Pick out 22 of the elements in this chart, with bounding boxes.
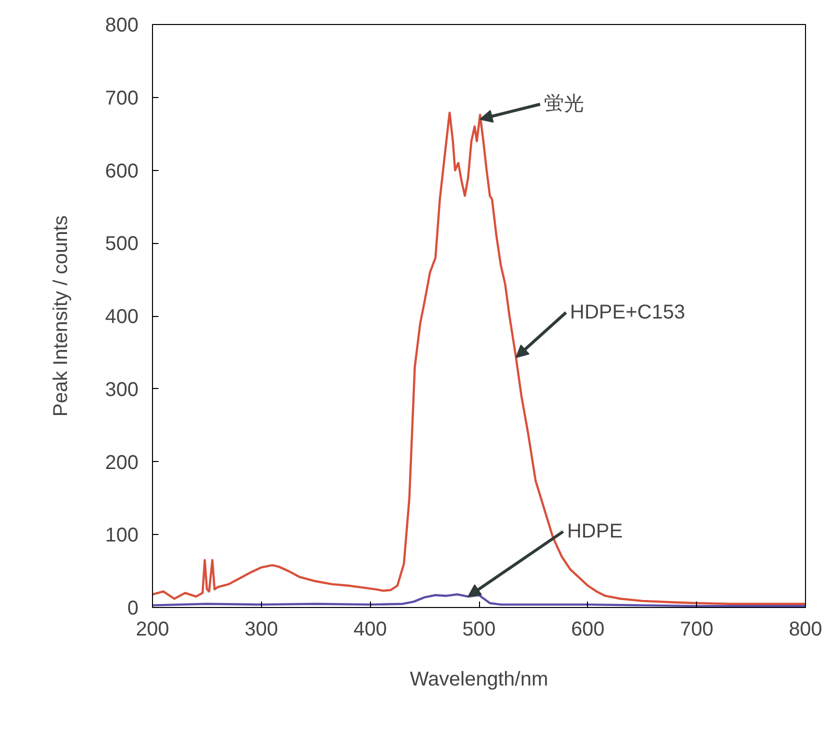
y-tick-label: 400 <box>105 306 139 328</box>
y-axis-title: Peak Intensity / counts <box>50 215 72 417</box>
x-tick-label: 500 <box>462 618 496 640</box>
y-tick-label: 800 <box>105 14 139 36</box>
y-tick-label: 700 <box>105 87 139 110</box>
annotation: 蛍光 <box>544 93 584 116</box>
annotation: HDPE <box>567 520 623 543</box>
y-tick-label: 300 <box>105 378 139 401</box>
x-tick-label: 700 <box>680 618 714 640</box>
y-tick-label: 500 <box>105 233 139 256</box>
x-tick-label: 300 <box>244 618 278 640</box>
y-tick-label: 0 <box>127 598 138 620</box>
x-tick-label: 600 <box>571 618 605 640</box>
y-tick-label: 200 <box>105 452 139 474</box>
y-tick-label: 600 <box>105 160 139 182</box>
x-tick-label: 800 <box>788 618 822 640</box>
x-tick-label: 400 <box>353 618 387 640</box>
x-axis-title: Wavelength/nm <box>410 668 548 690</box>
annotation: HDPE+C153 <box>570 302 686 324</box>
line-series <box>152 112 806 605</box>
y-tick-label: 100 <box>105 524 139 547</box>
x-tick-label: 200 <box>136 618 170 640</box>
